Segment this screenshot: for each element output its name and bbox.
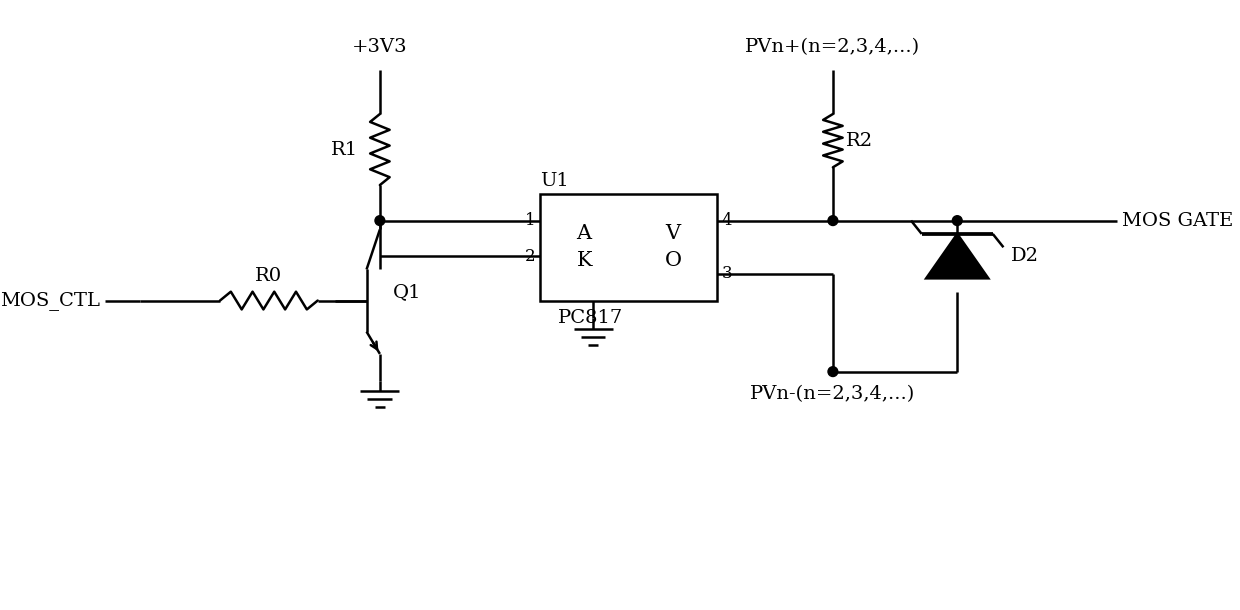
- Text: R0: R0: [255, 267, 283, 285]
- Circle shape: [828, 367, 838, 376]
- Text: R2: R2: [846, 132, 873, 149]
- Text: 1: 1: [525, 212, 536, 229]
- Text: U1: U1: [539, 171, 568, 190]
- Text: 2: 2: [525, 248, 536, 265]
- Text: PC817: PC817: [558, 309, 622, 328]
- Polygon shape: [926, 234, 988, 278]
- Circle shape: [952, 216, 962, 226]
- Text: A: A: [577, 224, 591, 243]
- Bar: [539, 194, 718, 301]
- Text: MOS GATE: MOS GATE: [1122, 212, 1233, 229]
- Circle shape: [828, 216, 838, 226]
- Text: +3V3: +3V3: [352, 38, 408, 56]
- Text: O: O: [665, 251, 682, 270]
- Text: R1: R1: [331, 140, 357, 159]
- Text: K: K: [577, 251, 591, 270]
- Text: 3: 3: [722, 265, 733, 282]
- Text: Q1: Q1: [393, 282, 422, 301]
- Text: D2: D2: [1011, 247, 1039, 265]
- Text: 4: 4: [722, 212, 733, 229]
- Circle shape: [374, 216, 384, 226]
- Text: PVn+(n=2,3,4,...): PVn+(n=2,3,4,...): [745, 38, 920, 56]
- Text: MOS_CTL: MOS_CTL: [0, 291, 100, 310]
- Text: V: V: [666, 224, 681, 243]
- Text: PVn-(n=2,3,4,...): PVn-(n=2,3,4,...): [750, 385, 915, 403]
